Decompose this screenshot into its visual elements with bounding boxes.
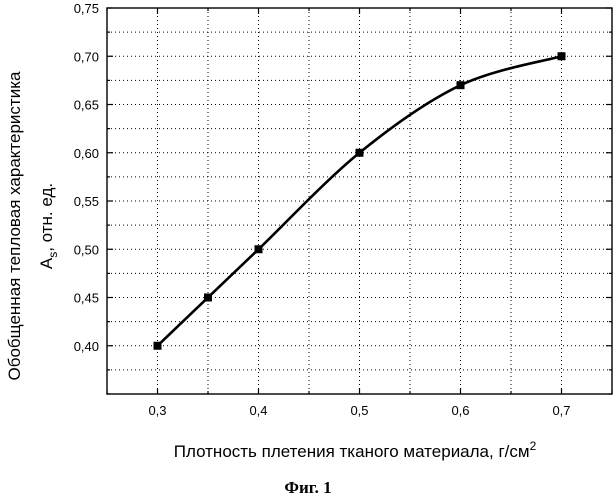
y-axis-title-line2-text: As, отн. ед. <box>37 183 60 269</box>
y-tick-label: 0,50 <box>74 242 99 257</box>
y-axis-title: Обобщенная тепловая характеристика <box>5 71 24 381</box>
y-tick-label: 0,60 <box>74 146 99 161</box>
x-tick-label: 0,4 <box>249 403 267 418</box>
x-tick-label: 0,6 <box>451 403 469 418</box>
data-point-marker <box>457 81 465 89</box>
y-tick-label: 0,75 <box>74 1 99 16</box>
y-tick-label: 0,70 <box>74 49 99 64</box>
y-tick-label: 0,40 <box>74 339 99 354</box>
data-point-marker <box>154 342 162 350</box>
y-tick-label: 0,55 <box>74 194 99 209</box>
data-point-marker <box>558 52 566 60</box>
grid-lines <box>107 8 612 394</box>
y-tick-label: 0,45 <box>74 291 99 306</box>
y-axis-title-line2: As, отн. ед. <box>37 183 60 269</box>
x-tick-label: 0,7 <box>552 403 570 418</box>
x-tick-label: 0,5 <box>350 403 368 418</box>
y-tick-label: 0,65 <box>74 98 99 113</box>
data-point-marker <box>204 294 212 302</box>
data-point-marker <box>356 149 364 157</box>
x-tick-label: 0,3 <box>148 403 166 418</box>
x-axis-title: Плотность плетения тканого материала, г/… <box>174 439 537 461</box>
figure-caption: Фиг. 1 <box>284 478 331 497</box>
data-point-marker <box>255 245 263 253</box>
y-tick-labels: 0,40 0,45 0,50 0,55 0,60 0,65 0,70 0,75 <box>74 1 99 354</box>
x-tick-labels: 0,3 0,4 0,5 0,6 0,7 <box>148 403 570 418</box>
y-axis-title-line1: Обобщенная тепловая характеристика <box>5 71 24 381</box>
